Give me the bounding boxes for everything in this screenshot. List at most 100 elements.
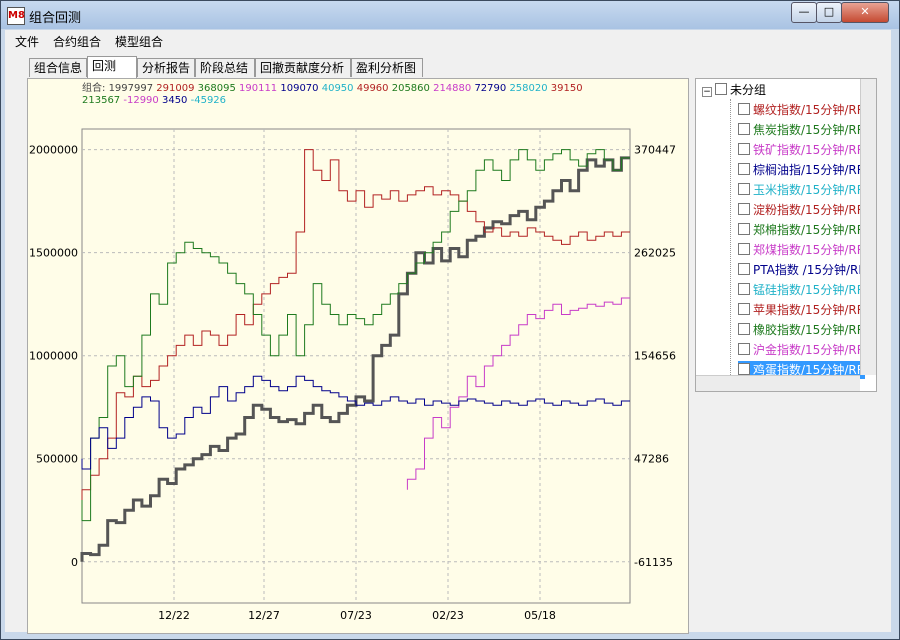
tree-item-label: 棕榈油指/15分钟/RR [753,163,866,177]
header-value: 190111 [239,83,280,94]
minimize-button[interactable]: — [791,2,817,23]
checkbox-icon[interactable] [738,263,750,275]
tree-root[interactable]: − 未分组 [702,81,766,99]
menu-file[interactable]: 文件 [15,35,40,49]
tree-item-label: 焦炭指数/15分钟/RR [753,123,866,137]
right-axis-label: 370447 [634,144,676,157]
x-tick-label: 12/27 [248,609,280,622]
tab-analysis-report[interactable]: 分析报告 [137,58,195,77]
x-tick-label: 05/18 [524,609,556,622]
header-value: 72790 [474,83,509,94]
backtest-chart-panel: 2000000 370447 1500000 262025 1000000 154656 5… [27,78,689,634]
collapse-icon[interactable]: − [702,87,712,97]
tree-item[interactable]: 郑棉指数/15分钟/RR [738,221,865,239]
header-value: 214880 [433,83,474,94]
tree-item[interactable]: 沪金指数/15分钟/RR [738,341,865,359]
right-axis-label: 262025 [634,247,676,260]
tree-item[interactable]: 淀粉指数/15分钟/RR [738,201,865,219]
checkbox-icon[interactable] [738,303,750,315]
y-tick-label: 1000000 [29,350,78,363]
tree-item-label: 沪金指数/15分钟/RR [753,343,866,357]
header-value: 368095 [198,83,239,94]
chart-header-row-1: 组合: 1997997 291009 368095 190111 109070 … [82,81,583,94]
right-axis-label: -61135 [634,556,673,569]
header-value: 1997997 [109,83,157,94]
chart-header-row-2: 213567 -12990 3450 -45926 [82,95,226,106]
checkbox-icon[interactable] [738,343,750,355]
tree-item[interactable]: 铁矿指数/15分钟/RR [738,141,865,159]
y-tick-label: 500000 [36,453,78,466]
title-bar[interactable]: M8 组合回测 — □ ✕ [1,1,899,29]
y-tick-label: 0 [71,556,78,569]
checkbox-icon[interactable] [738,223,750,235]
checkbox-icon[interactable] [738,203,750,215]
strategy-tree: − 未分组 螺纹指数/15分钟/RR 焦炭指数/15分钟/RR 铁矿指数/15分钟/R… [695,78,877,392]
checkbox-icon[interactable] [738,363,750,375]
right-axis-label: 47286 [634,453,669,466]
tree-vertical-scrollbar[interactable] [860,79,876,375]
checkbox-icon[interactable] [738,103,750,115]
checkbox-icon[interactable] [738,283,750,295]
tree-item[interactable]: 螺纹指数/15分钟/RR [738,101,865,119]
series-line [81,375,630,470]
x-tick-label: 02/23 [432,609,464,622]
tree-item-label: 鸡蛋指数/15分钟/RR [753,363,866,377]
backtest-chart: 2000000 370447 1500000 262025 1000000 154656 5… [29,81,676,622]
tree-item-label: 郑棉指数/15分钟/RR [753,223,866,237]
tab-portfolio-info[interactable]: 组合信息 [29,58,87,77]
header-value: 39150 [551,83,583,94]
y-tick-label: 2000000 [29,144,78,157]
header-value: 205860 [392,83,433,94]
checkbox-icon[interactable] [715,83,727,95]
checkbox-icon[interactable] [738,323,750,335]
tree-item[interactable]: 锰硅指数/15分钟/RR [738,281,865,299]
series-line [81,149,630,522]
series-line [406,297,630,490]
maximize-button[interactable]: □ [816,2,842,23]
checkbox-icon[interactable] [738,183,750,195]
tree-item[interactable]: 鸡蛋指数/15分钟/RR [738,361,866,379]
header-value: 213567 [82,95,123,106]
tab-profit-chart[interactable]: 盈利分析图 [351,58,423,77]
menu-model-portfolio[interactable]: 模型组合 [115,35,164,49]
tree-item-label: 郑煤指数/15分钟/RR [753,243,866,257]
window-title: 组合回测 [29,11,82,26]
right-axis-label: 154656 [634,350,676,363]
y-tick-label: 1500000 [29,247,78,260]
tab-backtest[interactable]: 回测 [87,56,137,78]
tree-item-label: 螺纹指数/15分钟/RR [753,103,866,117]
header-value: 40950 [322,83,357,94]
tree-root-label: 未分组 [730,83,767,97]
checkbox-icon[interactable] [738,163,750,175]
tree-item[interactable]: 橡胶指数/15分钟/RR [738,321,865,339]
checkbox-icon[interactable] [738,143,750,155]
tab-stage-summary[interactable]: 阶段总结 [195,58,255,77]
app-icon: M8 [7,7,25,25]
menu-contract-portfolio[interactable]: 合约组合 [53,35,102,49]
close-button[interactable]: ✕ [841,2,889,23]
tree-item[interactable]: 焦炭指数/15分钟/RR [738,121,865,139]
tab-drawdown-contribution[interactable]: 回撤贡献度分析 [255,58,351,77]
tree-item-label: 锰硅指数/15分钟/RR [753,283,866,297]
tree-item-label: 玉米指数/15分钟/RR [753,183,866,197]
header-value: 291009 [156,83,197,94]
header-value: 258020 [509,83,550,94]
header-value: -45926 [191,95,226,106]
tree-item[interactable]: 棕榈油指/15分钟/RR [738,161,865,179]
x-tick-label: 12/22 [158,609,190,622]
tree-item-label: 淀粉指数/15分钟/RR [753,203,866,217]
series-line [81,149,630,500]
tree-horizontal-scrollbar[interactable] [696,375,860,391]
tree-item[interactable]: 玉米指数/15分钟/RR [738,181,865,199]
header-value: 49960 [357,83,392,94]
x-tick-label: 07/23 [340,609,372,622]
tree-item[interactable]: 郑煤指数/15分钟/RR [738,241,865,259]
tree-guide-line [730,99,732,379]
tree-item[interactable]: PTA指数 /15分钟/RR [738,261,867,279]
checkbox-icon[interactable] [738,123,750,135]
tree-item-label: 橡胶指数/15分钟/RR [753,323,866,337]
tree-item-label: 铁矿指数/15分钟/RR [753,143,866,157]
checkbox-icon[interactable] [738,243,750,255]
tree-item[interactable]: 苹果指数/15分钟/RR [738,301,865,319]
